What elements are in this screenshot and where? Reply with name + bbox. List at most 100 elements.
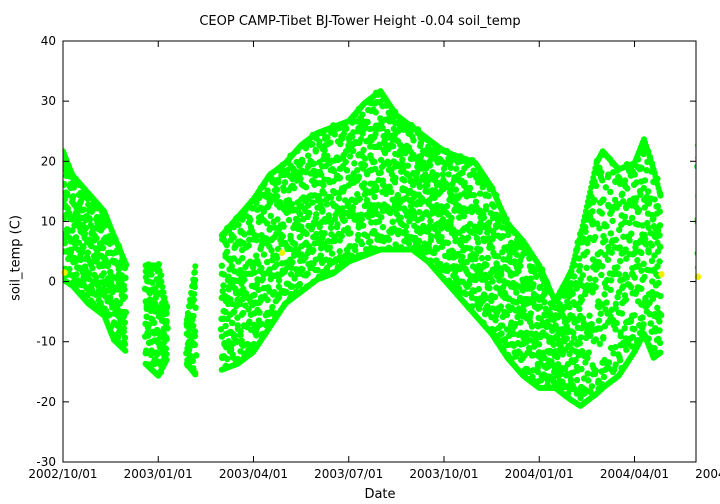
data-point xyxy=(713,195,719,201)
data-point xyxy=(263,220,271,227)
data-point xyxy=(104,262,112,270)
data-point xyxy=(712,119,718,125)
data-point xyxy=(312,148,319,155)
data-point xyxy=(695,144,696,147)
data-point xyxy=(712,252,718,258)
data-point xyxy=(459,253,466,261)
data-point xyxy=(697,151,703,157)
data-point xyxy=(607,277,615,284)
data-point xyxy=(64,205,72,212)
data-point xyxy=(645,335,652,342)
data-point xyxy=(483,261,490,269)
data-point xyxy=(358,240,366,248)
data-point xyxy=(599,263,606,270)
data-point xyxy=(498,330,505,337)
data-point xyxy=(364,233,371,240)
data-point xyxy=(712,239,718,245)
data-point xyxy=(231,308,238,315)
data-point xyxy=(304,152,312,159)
data-point xyxy=(392,174,399,182)
data-point xyxy=(299,158,306,166)
data-point xyxy=(452,186,459,193)
data-point xyxy=(253,281,261,288)
data-point xyxy=(66,265,73,273)
data-point xyxy=(563,335,571,342)
y-tick-label: 0 xyxy=(48,275,56,289)
data-point xyxy=(694,250,696,256)
data-point xyxy=(385,236,393,243)
data-point xyxy=(705,257,711,263)
data-point xyxy=(707,170,713,176)
data-point xyxy=(605,359,613,366)
data-point xyxy=(439,171,446,178)
x-tick-label: 2003/10/01 xyxy=(409,467,478,481)
data-point xyxy=(324,238,332,245)
data-point xyxy=(327,194,335,201)
data-point xyxy=(401,177,408,184)
data-point xyxy=(710,248,716,254)
data-point xyxy=(443,182,451,189)
data-point xyxy=(710,187,716,193)
data-point xyxy=(711,235,717,241)
data-point xyxy=(253,332,260,339)
data-point xyxy=(607,230,615,237)
data-point xyxy=(366,206,373,214)
data-point xyxy=(715,235,720,241)
data-point xyxy=(703,243,709,249)
data-point xyxy=(600,196,607,203)
data-point xyxy=(704,128,710,134)
data-point xyxy=(707,212,713,218)
data-point xyxy=(697,219,703,225)
flagged-point xyxy=(658,271,665,278)
data-point xyxy=(337,140,344,148)
data-point xyxy=(624,185,631,192)
data-point xyxy=(715,237,720,243)
data-point xyxy=(644,188,652,195)
data-point xyxy=(716,216,720,222)
data-point xyxy=(520,307,527,314)
data-point xyxy=(702,226,708,232)
data-point xyxy=(306,209,313,217)
data-point xyxy=(93,235,100,242)
data-point xyxy=(310,160,318,167)
data-point xyxy=(163,336,170,343)
data-point xyxy=(111,274,118,281)
data-point xyxy=(716,214,720,220)
data-point xyxy=(488,244,496,251)
data-point xyxy=(355,173,363,180)
data-point xyxy=(578,365,585,373)
data-point xyxy=(616,244,624,251)
data-point xyxy=(704,160,710,166)
data-point xyxy=(80,243,87,251)
data-point xyxy=(192,304,199,311)
y-tick-label: -10 xyxy=(36,335,56,349)
data-point xyxy=(462,290,470,298)
data-point xyxy=(708,207,714,213)
data-point xyxy=(358,216,366,223)
data-point xyxy=(287,245,294,253)
data-point xyxy=(461,179,468,186)
data-point xyxy=(410,137,417,144)
data-point xyxy=(622,296,630,303)
data-point xyxy=(657,292,664,300)
data-point xyxy=(527,310,534,317)
data-point xyxy=(628,214,636,222)
data-point xyxy=(192,371,199,378)
data-point xyxy=(710,145,716,151)
data-point xyxy=(706,257,712,263)
data-point xyxy=(281,179,289,186)
data-point xyxy=(704,182,710,188)
data-point xyxy=(396,204,403,212)
data-point xyxy=(695,250,696,252)
data-point xyxy=(373,186,380,194)
data-point xyxy=(274,176,282,184)
data-point xyxy=(68,227,76,234)
x-tick-label: 2003/04/01 xyxy=(219,467,288,481)
data-point xyxy=(234,314,241,321)
data-point xyxy=(708,213,714,219)
data-point xyxy=(485,219,493,226)
data-point xyxy=(707,130,713,136)
data-point xyxy=(713,153,719,159)
data-point xyxy=(709,173,715,179)
data-point xyxy=(163,356,170,363)
